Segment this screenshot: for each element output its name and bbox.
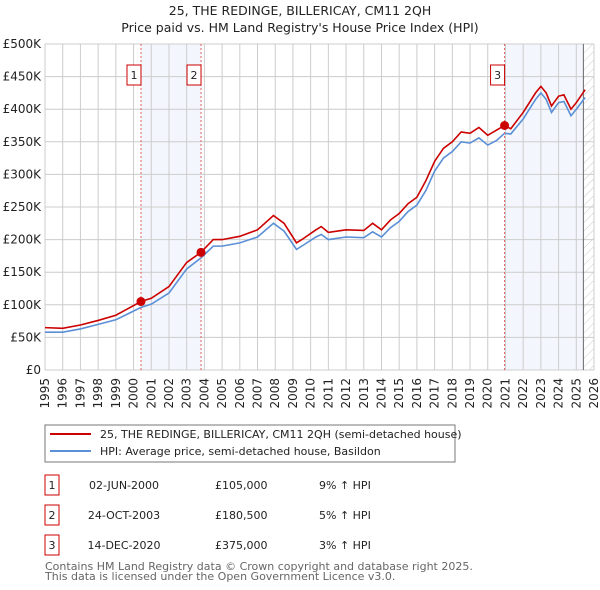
sale-date: 14-DEC-2020	[87, 539, 160, 552]
property-price-line	[44, 85, 586, 330]
legend-label-hpi: HPI: Average price, semi-detached house,…	[100, 445, 381, 458]
x-tick-label: 2013	[357, 378, 371, 409]
y-tick-label: £350K	[3, 135, 43, 149]
table-badge: 3	[49, 539, 56, 552]
x-tick-label: 2019	[463, 378, 477, 409]
footer-line-1: Contains HM Land Registry data © Crown c…	[45, 560, 473, 573]
sale-label-box-1	[126, 64, 142, 86]
x-tick-label: 2000	[127, 378, 141, 409]
table-badge: 1	[49, 479, 56, 492]
x-tick-label: 1996	[56, 378, 70, 409]
y-tick-label: £50K	[10, 330, 42, 344]
x-tick-label: 2025	[569, 378, 583, 409]
table-badge-box-1	[44, 474, 60, 496]
x-tick-label: 2004	[197, 378, 211, 409]
footer-line-2: This data is licensed under the Open Gov…	[44, 570, 395, 583]
x-tick-label: 2017	[428, 378, 442, 409]
y-tick-label: £450K	[3, 70, 43, 84]
sale-point-2	[196, 247, 206, 257]
x-tick-label: 2007	[251, 378, 265, 409]
x-tick-label: 2026	[587, 378, 600, 409]
y-tick-label: £150K	[3, 265, 43, 279]
y-tick-label: £100K	[3, 298, 43, 312]
chart-title: 25, THE REDINGE, BILLERICAY, CM11 2QH	[169, 3, 431, 18]
y-tick-label: £500K	[3, 37, 43, 51]
x-tick-label: 2018	[445, 378, 459, 409]
sale-date: 24-OCT-2003	[88, 509, 160, 522]
hpi-line	[45, 91, 586, 333]
x-tick-label: 2011	[321, 378, 335, 409]
sale-price: £105,000	[215, 479, 268, 492]
y-tick-label: £400K	[3, 102, 43, 116]
legend-label-property: 25, THE REDINGE, BILLERICAY, CM11 2QH (s…	[100, 428, 462, 441]
sale-point-1	[136, 297, 146, 307]
sale-label-3: 3	[494, 69, 501, 82]
sale-price: £180,500	[215, 509, 268, 522]
table-badge-box-2	[44, 504, 60, 526]
x-tick-label: 2005	[215, 378, 229, 409]
x-tick-label: 2010	[304, 378, 318, 409]
y-tick-label: £250K	[3, 200, 43, 214]
sale-price: £375,000	[215, 539, 268, 552]
chart-subtitle: Price paid vs. HM Land Registry's House …	[121, 20, 478, 35]
legend	[44, 424, 456, 463]
x-tick-label: 2003	[180, 378, 194, 409]
x-tick-label: 2008	[268, 378, 282, 409]
x-tick-label: 2006	[233, 378, 247, 409]
table-badge-box-3	[44, 534, 60, 556]
sale-label-box-3	[490, 64, 506, 86]
table-badge: 2	[49, 509, 56, 522]
sale-point-3	[500, 121, 510, 130]
x-tick-label: 1999	[109, 378, 123, 409]
x-tick-label: 2009	[286, 378, 300, 409]
x-tick-label: 2002	[162, 378, 176, 409]
x-tick-label: 2022	[516, 378, 530, 409]
sale-label-1: 1	[130, 69, 137, 82]
sale-label-box-2	[186, 64, 202, 86]
y-tick-label: £0	[26, 363, 41, 377]
y-tick-label: £200K	[3, 233, 43, 247]
x-tick-label: 2023	[534, 378, 548, 409]
x-tick-label: 2014	[374, 378, 388, 409]
x-tick-label: 2024	[552, 378, 566, 409]
sale-date: 02-JUN-2000	[89, 479, 159, 492]
x-tick-label: 2015	[392, 378, 406, 409]
x-tick-label: 2001	[144, 378, 158, 409]
x-tick-label: 1995	[38, 378, 52, 409]
y-tick-label: £300K	[3, 167, 43, 181]
x-tick-label: 1997	[73, 378, 87, 409]
x-tick-label: 2020	[481, 378, 495, 409]
x-tick-label: 2016	[410, 378, 424, 409]
sale-hpi-diff: 9% ↑ HPI	[319, 479, 371, 492]
x-tick-label: 2021	[498, 378, 512, 409]
x-tick-label: 2012	[339, 378, 353, 409]
sale-hpi-diff: 3% ↑ HPI	[319, 539, 371, 552]
sale-label-2: 2	[191, 69, 198, 82]
x-tick-label: 1998	[91, 378, 105, 409]
sale-hpi-diff: 5% ↑ HPI	[319, 509, 371, 522]
